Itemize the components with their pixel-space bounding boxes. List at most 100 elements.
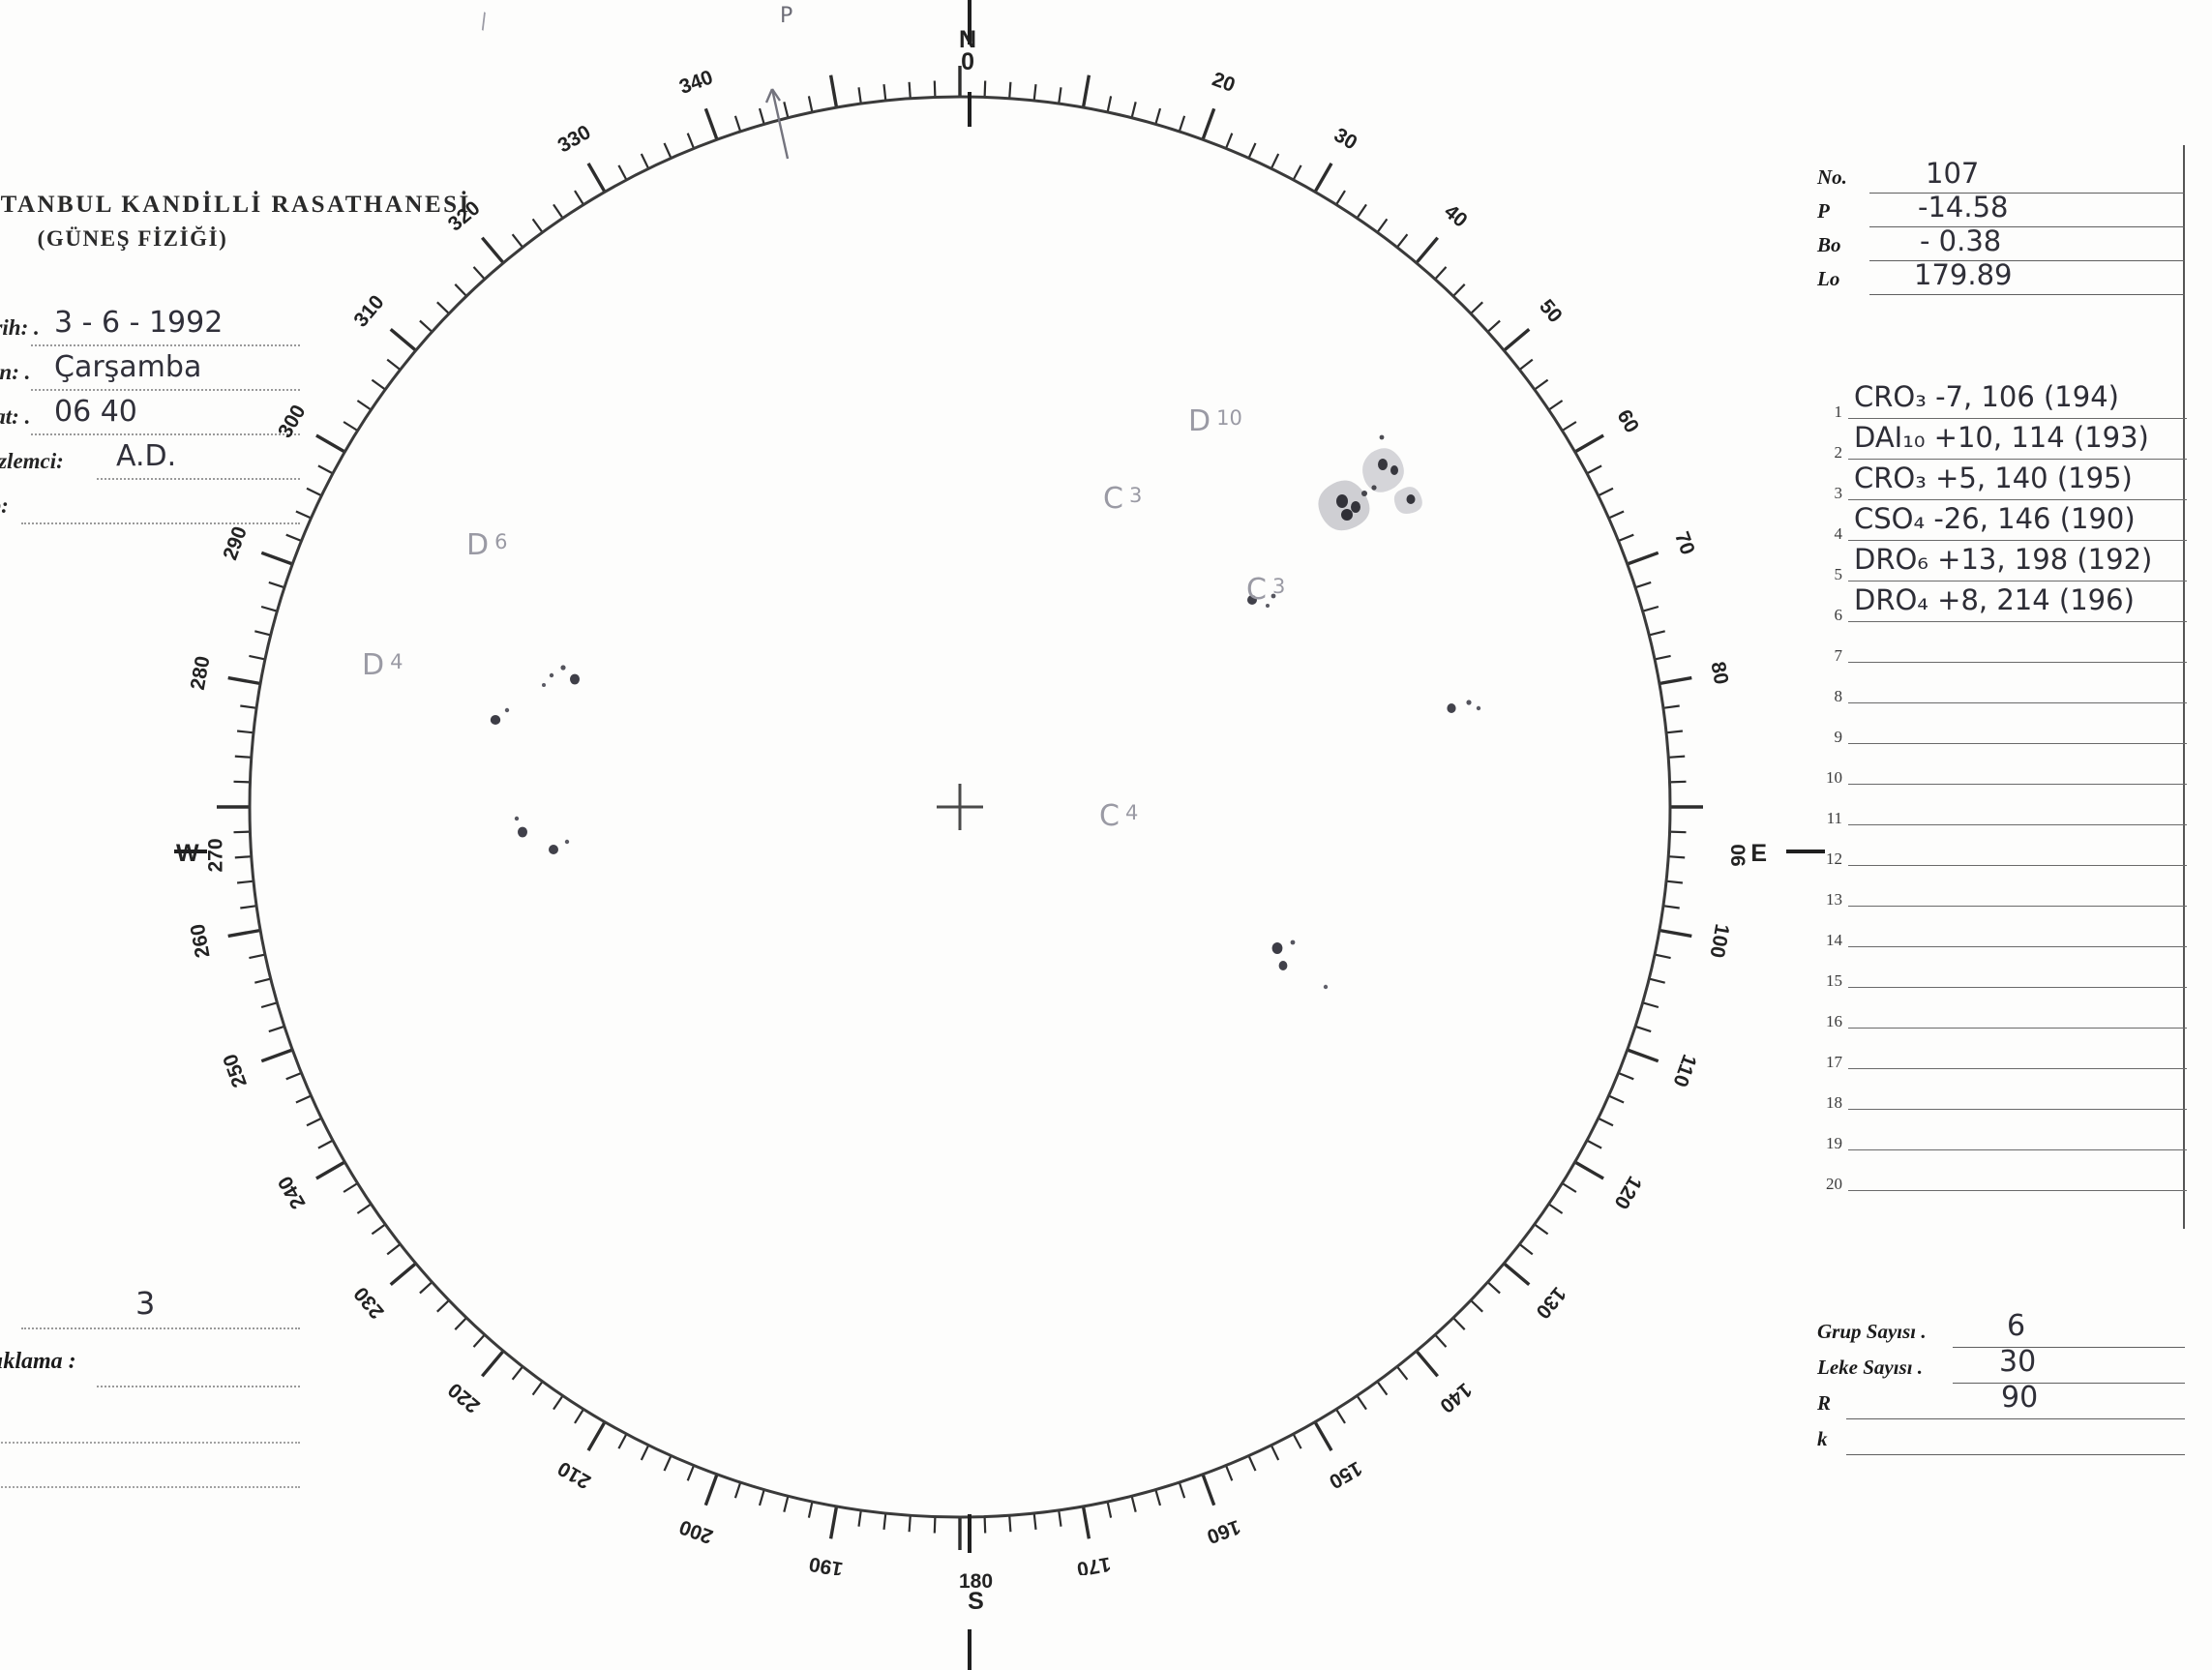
minor-tick	[1130, 102, 1137, 119]
summary-row-r[interactable]: R 90	[1817, 1381, 2185, 1425]
summary-row-group-count[interactable]: Grup Sayısı . 6	[1817, 1309, 2185, 1354]
field-row-quality[interactable]: Q : 3	[0, 1285, 300, 1345]
minor-tick	[436, 301, 450, 314]
degree-label: 280	[187, 654, 215, 692]
major-tick	[389, 1262, 417, 1287]
major-tick	[1573, 433, 1604, 454]
group-rule	[1848, 784, 2187, 785]
minor-tick	[1292, 164, 1302, 181]
summary-value-spot-count: 30	[1999, 1345, 2037, 1379]
quality-block: Q : 3 Açıklama :	[0, 1285, 300, 1488]
table-row[interactable]: 2 DAI₁₀ +10, 114 (193)	[1817, 421, 2187, 466]
group-rule	[1848, 1028, 2187, 1029]
minor-tick	[1662, 905, 1680, 910]
degree-label: 130	[1531, 1282, 1569, 1323]
minor-tick	[574, 1408, 584, 1424]
minor-tick	[1486, 319, 1501, 333]
table-row[interactable]: 8	[1817, 670, 2187, 710]
minor-tick	[1247, 142, 1257, 159]
minor-tick	[857, 87, 862, 104]
table-row[interactable]: 4 CSO₄ -26, 146 (190)	[1817, 502, 2187, 548]
note-blank-rule-1[interactable]	[0, 1442, 300, 1444]
major-tick	[586, 1420, 607, 1451]
field-value-saat: 06 40	[54, 395, 137, 429]
group-entry: CRO₃ +5, 140 (195)	[1854, 462, 2133, 494]
table-row[interactable]: 11	[1817, 791, 2187, 832]
table-row[interactable]: 12	[1817, 832, 2187, 873]
header-row-bo[interactable]: Bo - 0.38	[1817, 224, 2185, 266]
minor-tick	[1547, 1203, 1564, 1214]
group-rule	[1848, 459, 2187, 460]
table-row[interactable]: 15	[1817, 954, 2187, 995]
group-rule	[1848, 946, 2187, 947]
field-value-gozlemci: A.D.	[116, 439, 177, 473]
minor-tick	[1534, 378, 1549, 391]
minor-tick	[1434, 1333, 1448, 1348]
table-row[interactable]: 3 CRO₃ +5, 140 (195)	[1817, 462, 2187, 507]
field-rule-note	[97, 1386, 300, 1387]
table-row[interactable]: 9	[1817, 710, 2187, 751]
major-tick	[703, 107, 719, 140]
minor-tick	[983, 1516, 987, 1534]
note-blank-rule-2[interactable]	[0, 1486, 300, 1488]
minor-tick	[1586, 464, 1602, 475]
major-tick	[315, 433, 346, 454]
header-value-lo: 179.89	[1914, 258, 2013, 291]
minor-tick	[733, 115, 742, 133]
summary-row-spot-count[interactable]: Leke Sayısı . 30	[1817, 1345, 2185, 1389]
minor-tick	[317, 464, 334, 475]
table-row[interactable]: 16	[1817, 995, 2187, 1035]
field-label-tip: Tip:	[0, 493, 9, 518]
major-tick	[828, 75, 839, 108]
table-row[interactable]: 19	[1817, 1117, 2187, 1157]
summary-rule-spot-count	[1953, 1383, 2185, 1384]
cardinal-west-letter: W	[176, 840, 199, 867]
table-row[interactable]: 14	[1817, 913, 2187, 954]
field-row-note[interactable]: Açıklama :	[0, 1345, 300, 1399]
table-row[interactable]: 13	[1817, 873, 2187, 913]
minor-tick	[236, 730, 254, 734]
table-row[interactable]: 20	[1817, 1157, 2187, 1198]
field-row-gun[interactable]: Gün: . Çarşamba	[0, 350, 300, 399]
cardinal-south-degree: 180	[959, 1570, 994, 1593]
group-index: 1	[1834, 403, 1843, 421]
table-row[interactable]: 1 CRO₃ -7, 106 (194)	[1817, 380, 2187, 426]
group-entry: CRO₃ -7, 106 (194)	[1854, 380, 2119, 413]
sunspot-group-d10	[1318, 434, 1422, 531]
header-row-lo[interactable]: Lo 179.89	[1817, 258, 2185, 300]
field-row-tarih[interactable]: Tarih: . 3 - 6 - 1992	[0, 306, 300, 354]
cardinal-south-letter: S	[968, 1588, 984, 1616]
group-index: 5	[1834, 565, 1843, 583]
header-row-p[interactable]: P -14.58	[1817, 191, 2185, 232]
minor-tick	[386, 358, 402, 371]
summary-value-r: 90	[2001, 1381, 2039, 1415]
minor-tick	[1247, 1455, 1257, 1472]
field-row-saat[interactable]: Saat: . 06 40	[0, 395, 300, 443]
summary-row-k[interactable]: k	[1817, 1425, 2185, 1461]
degree-label: 330	[554, 121, 595, 157]
degree-label: 70	[1670, 529, 1699, 558]
table-row[interactable]: 5 DRO₆ +13, 198 (192)	[1817, 543, 2187, 588]
table-row[interactable]: 7	[1817, 629, 2187, 670]
stray-pencil-mark: \	[475, 9, 493, 35]
sunspot-group-d4	[514, 816, 570, 854]
major-tick	[1627, 551, 1659, 566]
group-index: 15	[1826, 971, 1842, 990]
table-row[interactable]: 6 DRO₄ +8, 214 (196)	[1817, 583, 2187, 629]
major-tick	[1573, 1160, 1604, 1180]
minor-tick	[1032, 83, 1037, 102]
disk-center-cross	[937, 784, 983, 830]
table-row[interactable]: 18	[1817, 1076, 2187, 1117]
summary-value-group-count: 6	[2007, 1309, 2026, 1343]
field-row-tip[interactable]: Tip:	[0, 488, 300, 532]
table-row[interactable]: 10	[1817, 751, 2187, 791]
field-row-gozlemci[interactable]: Gözlemci: A.D.	[0, 439, 300, 488]
minor-tick	[783, 1495, 790, 1512]
major-tick	[703, 1474, 719, 1506]
header-row-no[interactable]: No. 107	[1817, 157, 2185, 198]
minor-tick	[1396, 1365, 1409, 1381]
minor-tick	[306, 487, 322, 497]
degree-label: 80	[1706, 660, 1732, 686]
minor-tick	[1008, 81, 1012, 99]
table-row[interactable]: 17	[1817, 1035, 2187, 1076]
